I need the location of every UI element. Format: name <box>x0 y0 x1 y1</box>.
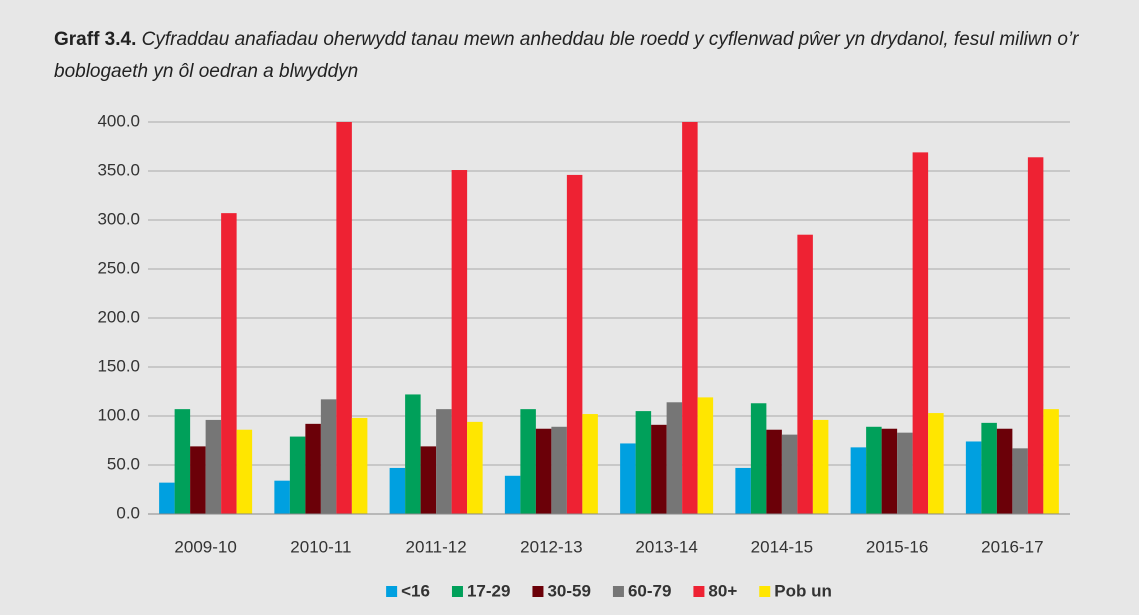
bar <box>420 446 437 514</box>
bar <box>320 399 337 514</box>
legend-swatch <box>532 586 544 597</box>
x-tick-label: 2009-10 <box>174 537 236 556</box>
bar <box>928 413 944 514</box>
legend-label: 80+ <box>708 581 737 600</box>
x-tick-label: 2014-15 <box>751 537 813 556</box>
bar <box>965 441 982 514</box>
bar <box>236 429 253 514</box>
bar <box>666 402 683 514</box>
legend-label: <16 <box>401 581 430 600</box>
bar <box>174 409 191 514</box>
bar <box>912 152 929 514</box>
bar <box>566 174 583 515</box>
y-tick-label: 300.0 <box>97 209 140 228</box>
bar <box>996 428 1013 514</box>
bar <box>735 467 751 514</box>
y-tick-label: 200.0 <box>97 307 140 326</box>
bar <box>305 423 321 514</box>
bar <box>389 467 406 514</box>
y-tick-label: 250.0 <box>97 258 140 277</box>
bar <box>850 447 867 514</box>
legend-swatch <box>612 586 624 597</box>
y-tick-label: 400.0 <box>97 111 140 130</box>
x-tick-label: 2011-12 <box>406 537 467 556</box>
legend-label: 17-29 <box>467 581 510 600</box>
y-tick-label: 350.0 <box>97 160 140 179</box>
y-tick-label: 0.0 <box>116 503 140 522</box>
bar <box>159 482 175 514</box>
bar <box>190 446 206 514</box>
title-text: Cyfraddau anafiadau oherwydd tanau mewn … <box>54 29 1079 82</box>
bar <box>336 122 352 514</box>
bar <box>582 414 598 514</box>
bar <box>221 213 237 514</box>
title-label: Graff 3.4. <box>54 29 137 50</box>
bar <box>405 394 421 514</box>
bar <box>766 429 782 514</box>
bar <box>467 421 483 514</box>
x-tick-label: 2016-17 <box>981 537 1043 556</box>
y-tick-label: 150.0 <box>97 356 140 375</box>
legend-swatch <box>451 586 463 597</box>
bar <box>1027 157 1044 514</box>
bar <box>897 432 913 514</box>
bar <box>781 434 798 514</box>
legend-label: 60-79 <box>628 581 671 600</box>
bar <box>797 234 813 514</box>
bar <box>866 426 882 514</box>
bar <box>1043 409 1059 514</box>
bar <box>520 409 536 514</box>
bar <box>981 422 997 514</box>
bar <box>351 417 368 514</box>
bar <box>205 419 222 514</box>
bar <box>504 475 521 514</box>
bar <box>651 424 667 514</box>
x-tick-label: 2013-14 <box>635 537 697 556</box>
bar <box>697 397 714 514</box>
bar <box>551 426 567 514</box>
x-tick-label: 2010-11 <box>290 537 351 556</box>
legend-swatch <box>386 586 398 597</box>
legend-swatch <box>693 586 705 597</box>
bar <box>620 443 636 514</box>
y-tick-label: 100.0 <box>97 405 140 424</box>
bar <box>274 480 290 514</box>
bar <box>436 409 452 514</box>
bar <box>812 419 829 514</box>
x-tick-label: 2015-16 <box>866 537 928 556</box>
chart-title: Graff 3.4. Cyfraddau anafiadau oherwydd … <box>54 24 1094 88</box>
legend-swatch <box>759 586 771 597</box>
bar <box>451 170 468 514</box>
x-tick-label: 2012-13 <box>520 537 582 556</box>
bar <box>635 411 652 514</box>
legend-label: Pob un <box>774 581 832 600</box>
bar <box>289 436 306 514</box>
bar <box>881 428 898 514</box>
bar <box>535 428 552 514</box>
legend-label: 30-59 <box>547 581 590 600</box>
bar <box>750 403 767 514</box>
y-tick-label: 50.0 <box>107 454 140 473</box>
bar <box>682 122 698 514</box>
bar <box>1012 448 1028 514</box>
